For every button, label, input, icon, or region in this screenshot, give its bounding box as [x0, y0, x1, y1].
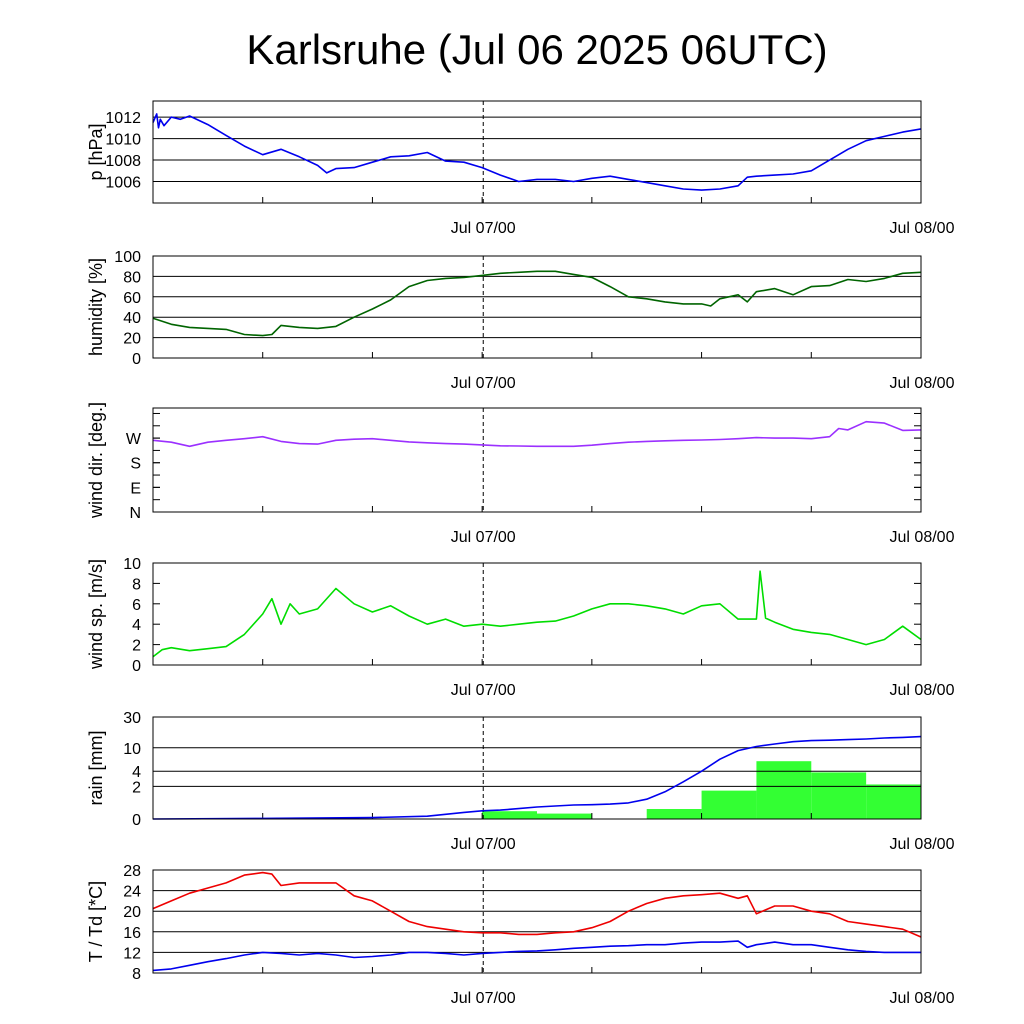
x-tick-label: Jul 07/00: [451, 220, 516, 237]
panel-2: 0 20 40 60 80 100 humidity [%] Jul 07/00 Jul 08/…: [86, 249, 955, 392]
rain-bar-2: [537, 813, 592, 819]
x-tick-label: Jul 07/00: [451, 836, 516, 853]
y-tick-label: 0: [132, 351, 141, 368]
y-tick-label: 0: [132, 658, 141, 675]
y-tick-label: 1012: [105, 110, 141, 127]
series-line-1: [152, 871, 922, 938]
series-line-1: [152, 735, 922, 820]
plot-frame: [152, 869, 922, 974]
y-tick-label: 10: [123, 741, 141, 758]
y-tick-label: E: [130, 480, 141, 497]
y-tick-label: 80: [123, 269, 141, 286]
panel-6: 8 12 16 20 24 28 T / Td [*C] Jul 07/00 Jul 08/00: [86, 863, 955, 1007]
y-tick-label: 20: [123, 331, 141, 348]
plot-frame: [152, 255, 922, 359]
x-tick-label: Jul 08/00: [890, 529, 955, 546]
series-line-1: [152, 420, 922, 448]
y-tick-label: 1008: [105, 153, 141, 170]
plot-frame: [152, 100, 922, 204]
series-line-1: [152, 570, 922, 658]
rain-bar-6: [756, 761, 812, 819]
y-tick-label: 40: [123, 310, 141, 327]
y-axis-label: rain [mm]: [86, 730, 106, 805]
chart-title: Karlsruhe (Jul 06 2025 06UTC): [246, 26, 828, 73]
y-axis-label: T / Td [*C]: [86, 881, 106, 962]
y-tick-label: 8: [132, 576, 141, 593]
rain-bar-7: [811, 772, 867, 819]
series-line-1: [152, 270, 922, 337]
x-tick-label: Jul 08/00: [890, 220, 955, 237]
x-tick-label: Jul 08/00: [890, 990, 955, 1007]
y-tick-label: 10: [123, 556, 141, 573]
x-tick-label: Jul 07/00: [451, 990, 516, 1007]
y-tick-label: S: [130, 456, 141, 473]
panel-5: 0 24 10 30 rain [mm] Jul 07/00 Jul 08/00: [86, 710, 955, 853]
x-tick-label: Jul 08/00: [890, 836, 955, 853]
x-tick-label: Jul 07/00: [451, 682, 516, 699]
y-tick-label: 6: [132, 597, 141, 614]
rain-bar-5: [701, 790, 757, 819]
y-axis-label: wind dir. [deg.]: [86, 402, 106, 519]
y-tick-label: 0: [132, 812, 141, 829]
y-tick-label: 60: [123, 290, 141, 307]
series-line-2: [152, 940, 921, 972]
rain-bar-1: [482, 811, 537, 819]
y-tick-label: 4: [132, 764, 141, 781]
y-tick-label: 20: [123, 904, 141, 921]
y-axis-label: wind sp. [m/s]: [86, 559, 106, 670]
y-axis-label: humidity [%]: [86, 258, 106, 356]
y-tick-label: 12: [123, 945, 141, 962]
x-tick-label: Jul 08/00: [890, 375, 955, 392]
y-tick-label: 16: [123, 925, 141, 942]
y-tick-label: 30: [123, 710, 141, 727]
rain-bar-8: [866, 784, 921, 819]
x-tick-label: Jul 08/00: [890, 682, 955, 699]
panel-4: 0 2 4 6 8 10 wind sp. [m/s] Jul 07/00 Jul 08/00: [86, 556, 955, 699]
y-tick-label: 4: [132, 617, 141, 634]
y-tick-label: 1010: [105, 132, 141, 149]
y-axis-label: p [hPa]: [86, 123, 106, 180]
x-tick-label: Jul 07/00: [451, 375, 516, 392]
y-tick-label: 2: [132, 779, 141, 796]
y-tick-label: 1006: [105, 175, 141, 192]
x-tick-label: Jul 07/00: [451, 529, 516, 546]
y-tick-label: 28: [123, 863, 141, 880]
plot-frame: [152, 716, 922, 820]
y-tick-label: 8: [132, 966, 141, 983]
y-tick-label: 100: [114, 249, 141, 266]
y-tick-label: W: [126, 431, 142, 448]
y-tick-label: 24: [123, 884, 141, 901]
plot-frame: [152, 562, 922, 666]
y-tick-label: N: [129, 505, 141, 522]
plot-frame: [152, 407, 922, 513]
series-line-1: [152, 113, 922, 191]
y-tick-label: 2: [132, 638, 141, 655]
rain-bar-4: [646, 809, 702, 819]
